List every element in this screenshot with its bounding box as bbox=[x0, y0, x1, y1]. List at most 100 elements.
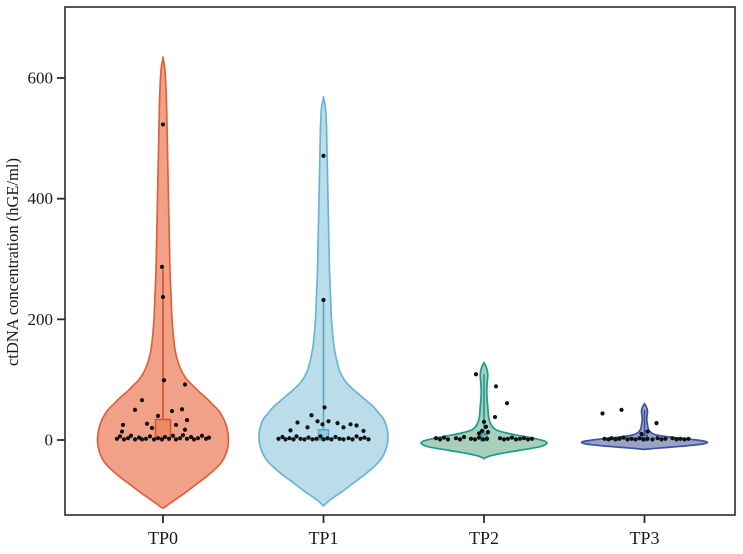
jitter-dot-TP3 bbox=[654, 421, 659, 426]
jitter-dot-TP1 bbox=[329, 437, 334, 442]
x-tick-label-TP2: TP2 bbox=[469, 528, 499, 548]
jitter-dot-TP3 bbox=[655, 436, 660, 441]
jitter-dot-TP2 bbox=[453, 436, 459, 441]
jitter-dot-TP0 bbox=[173, 437, 179, 442]
x-tick-label-TP0: TP0 bbox=[148, 528, 178, 548]
jitter-dot-TP3 bbox=[613, 437, 618, 442]
jitter-dot-TP1 bbox=[335, 421, 340, 426]
jitter-dot-TP3 bbox=[637, 436, 642, 441]
jitter-dot-TP2 bbox=[525, 437, 531, 442]
jitter-dot-TP0 bbox=[161, 378, 167, 383]
x-tick-label-TP1: TP1 bbox=[308, 528, 338, 548]
jitter-dot-TP0 bbox=[132, 437, 138, 442]
jitter-dot-TP1 bbox=[298, 436, 303, 441]
jitter-dot-TP3 bbox=[629, 436, 634, 441]
jitter-dot-TP0 bbox=[143, 436, 149, 441]
jitter-dot-TP2 bbox=[445, 437, 451, 442]
jitter-dot-TP1 bbox=[325, 436, 330, 441]
jitter-dot-TP0 bbox=[121, 437, 127, 442]
jitter-dot-TP2 bbox=[480, 437, 486, 442]
jitter-dot-TP0 bbox=[170, 433, 176, 438]
jitter-dot-TP1 bbox=[320, 422, 325, 427]
jitter-dot-TP0 bbox=[119, 429, 125, 434]
jitter-dot-TP0 bbox=[155, 413, 161, 418]
y-axis-title: ctDNA concentration (hGE/ml) bbox=[3, 158, 22, 366]
y-tick-label: 0 bbox=[45, 431, 54, 450]
jitter-dot-TP2 bbox=[481, 419, 487, 425]
jitter-dot-TP1 bbox=[280, 434, 285, 440]
jitter-dot-TP0 bbox=[180, 433, 186, 438]
jitter-dot-TP0 bbox=[184, 417, 190, 423]
plot-border bbox=[64, 6, 736, 516]
jitter-dot-TP2 bbox=[468, 436, 474, 441]
jitter-dot-TP0 bbox=[191, 437, 197, 442]
jitter-dot-TP0 bbox=[188, 434, 194, 440]
jitter-dot-TP2 bbox=[479, 428, 485, 434]
jitter-dot-TP0 bbox=[120, 422, 126, 428]
jitter-dot-TP0 bbox=[159, 437, 165, 442]
jitter-dot-TP1 bbox=[287, 436, 292, 441]
jitter-dot-TP1 bbox=[294, 434, 299, 439]
jitter-dot-TP0 bbox=[151, 437, 157, 442]
jitter-dot-TP0 bbox=[117, 434, 123, 439]
jitter-dot-TP0 bbox=[182, 427, 188, 432]
jitter-dot-TP2 bbox=[529, 436, 535, 441]
jitter-dot-TP1 bbox=[295, 420, 300, 425]
jitter-dot-TP3 bbox=[641, 437, 646, 442]
jitter-dot-TP1 bbox=[361, 428, 366, 434]
jitter-dot-TP2 bbox=[493, 384, 499, 389]
y-tick-label: 400 bbox=[28, 189, 54, 208]
jitter-dot-TP0 bbox=[139, 437, 145, 442]
jitter-dot-TP0 bbox=[132, 407, 138, 412]
jitter-dot-TP3 bbox=[670, 436, 675, 441]
jitter-dot-TP1 bbox=[310, 437, 315, 442]
x-tick-label-TP3: TP3 bbox=[629, 528, 659, 548]
jitter-dot-TP2 bbox=[473, 372, 479, 377]
jitter-dot-TP0 bbox=[128, 433, 134, 438]
jitter-dot-TP1 bbox=[326, 419, 331, 424]
jitter-dot-TP0 bbox=[173, 422, 179, 428]
jitter-dot-TP3 bbox=[678, 436, 683, 441]
jitter-dot-TP3 bbox=[663, 436, 668, 441]
jitter-dot-TP0 bbox=[179, 407, 185, 412]
jitter-dot-TP3 bbox=[617, 436, 622, 441]
jitter-dot-TP2 bbox=[433, 436, 439, 441]
jitter-dot-TP2 bbox=[517, 436, 523, 441]
jitter-dot-TP0 bbox=[114, 436, 120, 441]
jitter-dot-TP0 bbox=[155, 436, 161, 441]
jitter-dot-TP3 bbox=[682, 437, 687, 442]
jitter-dot-TP2 bbox=[483, 424, 489, 429]
jitter-dot-TP3 bbox=[600, 411, 605, 416]
jitter-dot-TP1 bbox=[283, 437, 288, 442]
jitter-dot-TP3 bbox=[674, 437, 679, 442]
jitter-dot-TP1 bbox=[291, 437, 296, 442]
jitter-dot-TP3 bbox=[645, 436, 650, 441]
jitter-dot-TP1 bbox=[321, 297, 326, 303]
jitter-dot-TP0 bbox=[206, 435, 212, 440]
jitter-dot-TP1 bbox=[362, 435, 367, 440]
jitter-dot-TP1 bbox=[315, 419, 320, 424]
jitter-dot-TP1 bbox=[318, 434, 323, 439]
jitter-dot-TP0 bbox=[184, 436, 190, 441]
jitter-dot-TP3 bbox=[645, 429, 650, 434]
jitter-dot-TP2 bbox=[505, 436, 511, 441]
jitter-dot-TP0 bbox=[139, 398, 145, 403]
jitter-dot-TP3 bbox=[621, 435, 626, 440]
jitter-dot-TP2 bbox=[461, 434, 467, 440]
jitter-dot-TP1 bbox=[366, 437, 371, 442]
jitter-dot-TP3 bbox=[650, 437, 655, 442]
jitter-dot-TP0 bbox=[199, 433, 205, 438]
jitter-dot-TP1 bbox=[321, 153, 326, 158]
jitter-dot-TP2 bbox=[492, 414, 498, 420]
jitter-dot-TP1 bbox=[337, 436, 342, 441]
jitter-dot-TP1 bbox=[321, 437, 326, 442]
jitter-dot-TP1 bbox=[314, 436, 319, 441]
jitter-dot-TP1 bbox=[341, 437, 346, 442]
jitter-dot-TP1 bbox=[302, 437, 307, 442]
jitter-dot-TP1 bbox=[333, 434, 338, 440]
jitter-dot-TP2 bbox=[476, 431, 482, 436]
jitter-dot-TP2 bbox=[476, 435, 482, 440]
jitter-dot-TP1 bbox=[322, 405, 327, 410]
